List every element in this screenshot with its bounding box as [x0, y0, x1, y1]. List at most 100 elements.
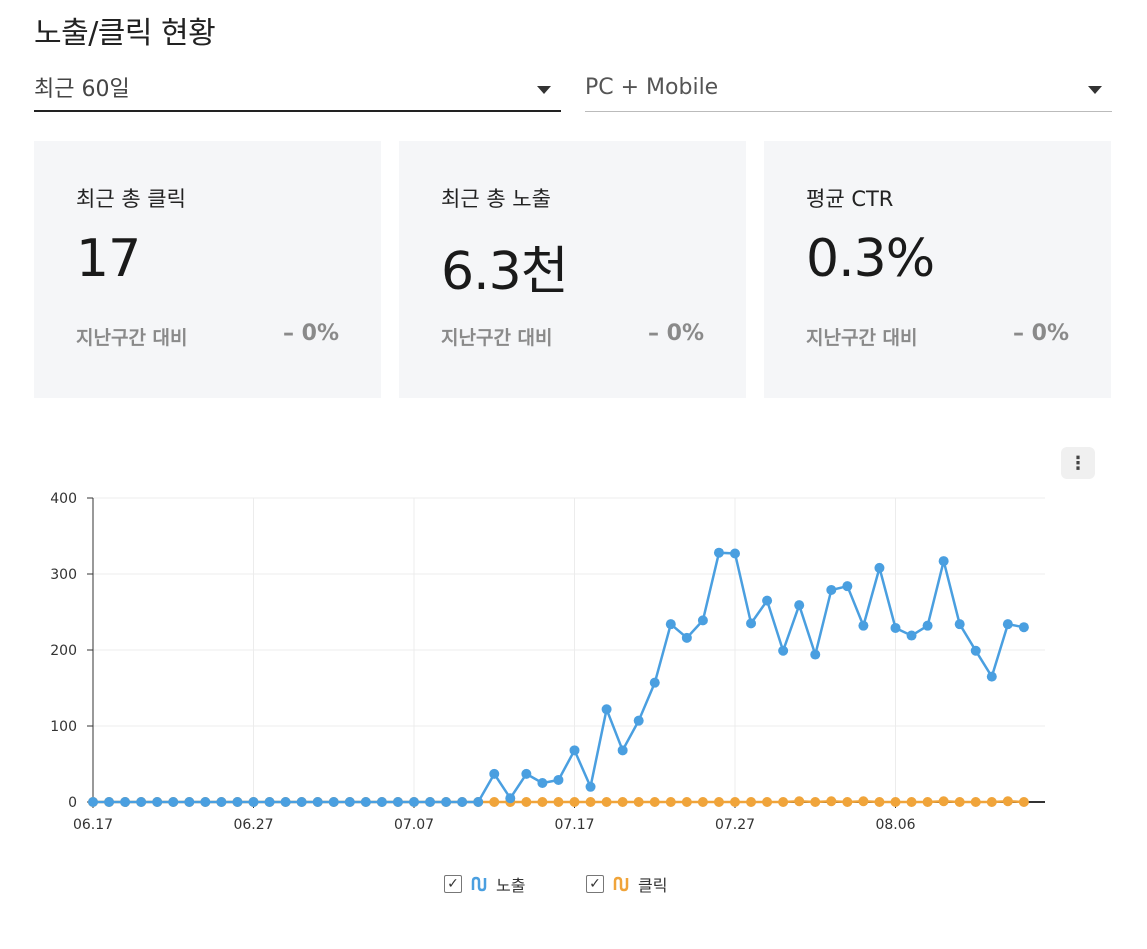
legend-label: 클릭 — [638, 876, 668, 895]
card-compare-value: – 0% — [282, 321, 339, 346]
data-point-impressions — [280, 797, 291, 807]
more-vertical-icon: ⋮ — [1069, 452, 1087, 474]
data-point-impressions — [585, 781, 596, 792]
data-point-impressions — [232, 797, 243, 807]
data-point-impressions — [457, 797, 468, 807]
data-point-impressions — [874, 562, 885, 573]
data-point-impressions — [713, 547, 724, 558]
data-point-clicks — [970, 797, 981, 807]
data-point-impressions — [810, 649, 821, 660]
x-tick-label: 07.07 — [394, 817, 434, 833]
card-compare-label: 지난구간 대비 — [806, 327, 918, 349]
data-point-impressions — [409, 797, 419, 807]
period-select-value: 최근 60일 — [34, 77, 130, 102]
data-point-impressions — [328, 797, 339, 807]
data-point-clicks — [569, 797, 580, 807]
card-value: 17 — [76, 229, 141, 289]
data-point-impressions — [762, 595, 773, 606]
card-compare-label: 지난구간 대비 — [441, 327, 553, 349]
device-select[interactable]: PC + Mobile — [585, 64, 1112, 112]
data-point-impressions — [601, 704, 612, 715]
data-point-clicks — [537, 797, 548, 807]
data-point-clicks — [746, 797, 757, 807]
y-tick-label: 200 — [50, 643, 77, 659]
chart-menu-button[interactable]: ⋮ — [1061, 447, 1095, 479]
period-select[interactable]: 최근 60일 — [34, 64, 561, 112]
page-title: 노출/클릭 현황 — [34, 16, 216, 51]
data-point-impressions — [425, 797, 436, 807]
data-point-impressions — [136, 797, 147, 807]
data-point-clicks — [810, 797, 821, 807]
data-point-impressions — [200, 797, 211, 807]
legend-item-clicks[interactable]: ✓ 클릭 — [586, 872, 667, 896]
data-point-impressions — [970, 645, 981, 656]
legend-label: 노출 — [496, 876, 526, 895]
data-point-impressions — [858, 620, 869, 631]
data-point-clicks — [794, 796, 805, 807]
x-tick-label: 07.27 — [715, 817, 755, 833]
data-point-impressions — [697, 615, 708, 626]
data-point-impressions — [954, 619, 965, 630]
card-label: 최근 총 노출 — [441, 187, 551, 211]
data-point-clicks — [553, 797, 564, 807]
data-point-impressions — [344, 797, 355, 807]
data-point-clicks — [489, 797, 500, 807]
checkbox-checked-icon[interactable]: ✓ — [586, 875, 604, 893]
data-point-impressions — [938, 556, 949, 567]
data-point-clicks — [906, 797, 917, 807]
data-point-clicks — [1002, 796, 1013, 807]
chevron-down-icon — [537, 86, 551, 94]
data-point-impressions — [633, 715, 644, 726]
data-point-impressions — [617, 745, 628, 756]
data-point-impressions — [1002, 619, 1013, 630]
data-point-impressions — [152, 797, 163, 807]
data-point-clicks — [713, 797, 724, 807]
y-tick-label: 400 — [50, 491, 77, 507]
card-compare-value: – 0% — [1012, 321, 1069, 346]
data-point-impressions — [746, 618, 757, 629]
checkbox-checked-icon[interactable]: ✓ — [444, 875, 462, 893]
card-compare-label: 지난구간 대비 — [76, 327, 188, 349]
data-point-impressions — [842, 581, 853, 592]
data-point-clicks — [778, 797, 789, 807]
data-point-impressions — [104, 797, 115, 807]
card-total-impressions: 최근 총 노출 6.3천 지난구간 대비 – 0% — [399, 141, 746, 398]
data-point-impressions — [890, 622, 901, 633]
data-point-clicks — [521, 797, 532, 807]
data-point-clicks — [922, 797, 933, 807]
card-compare-value: – 0% — [647, 321, 704, 346]
data-point-clicks — [874, 797, 885, 807]
data-point-impressions — [778, 645, 789, 656]
card-total-clicks: 최근 총 클릭 17 지난구간 대비 – 0% — [34, 141, 381, 398]
data-point-impressions — [826, 584, 837, 595]
chevron-down-icon — [1088, 86, 1102, 94]
series-swatch-icon — [471, 876, 487, 892]
series-swatch-icon — [613, 876, 629, 892]
data-point-impressions — [120, 797, 131, 807]
data-point-clicks — [633, 797, 644, 807]
data-point-impressions — [392, 797, 403, 807]
data-point-impressions — [296, 797, 307, 807]
data-point-clicks — [890, 797, 901, 807]
data-point-clicks — [842, 797, 853, 807]
data-point-impressions — [216, 797, 227, 807]
y-tick-label: 0 — [68, 795, 77, 811]
x-tick-label: 07.17 — [554, 817, 594, 833]
data-point-impressions — [248, 797, 259, 807]
data-point-impressions — [521, 768, 532, 779]
series-line-impressions — [93, 551, 1025, 804]
data-point-impressions — [553, 774, 564, 785]
y-tick-label: 300 — [50, 567, 77, 583]
data-point-clicks — [585, 797, 596, 807]
data-point-impressions — [649, 677, 660, 688]
data-point-clicks — [649, 797, 660, 807]
x-tick-label: 06.17 — [73, 817, 113, 833]
data-point-clicks — [730, 797, 740, 807]
legend-item-impressions[interactable]: ✓ 노출 — [444, 872, 525, 896]
data-point-impressions — [489, 768, 500, 779]
line-chart: 0 100 200 300 400 06.17 06.27 07.07 07.17 07.27 08… — [50, 491, 1045, 833]
card-value: 6.3천 — [441, 242, 569, 302]
data-point-impressions — [184, 797, 195, 807]
data-point-impressions — [922, 620, 933, 631]
data-point-impressions — [441, 797, 452, 807]
